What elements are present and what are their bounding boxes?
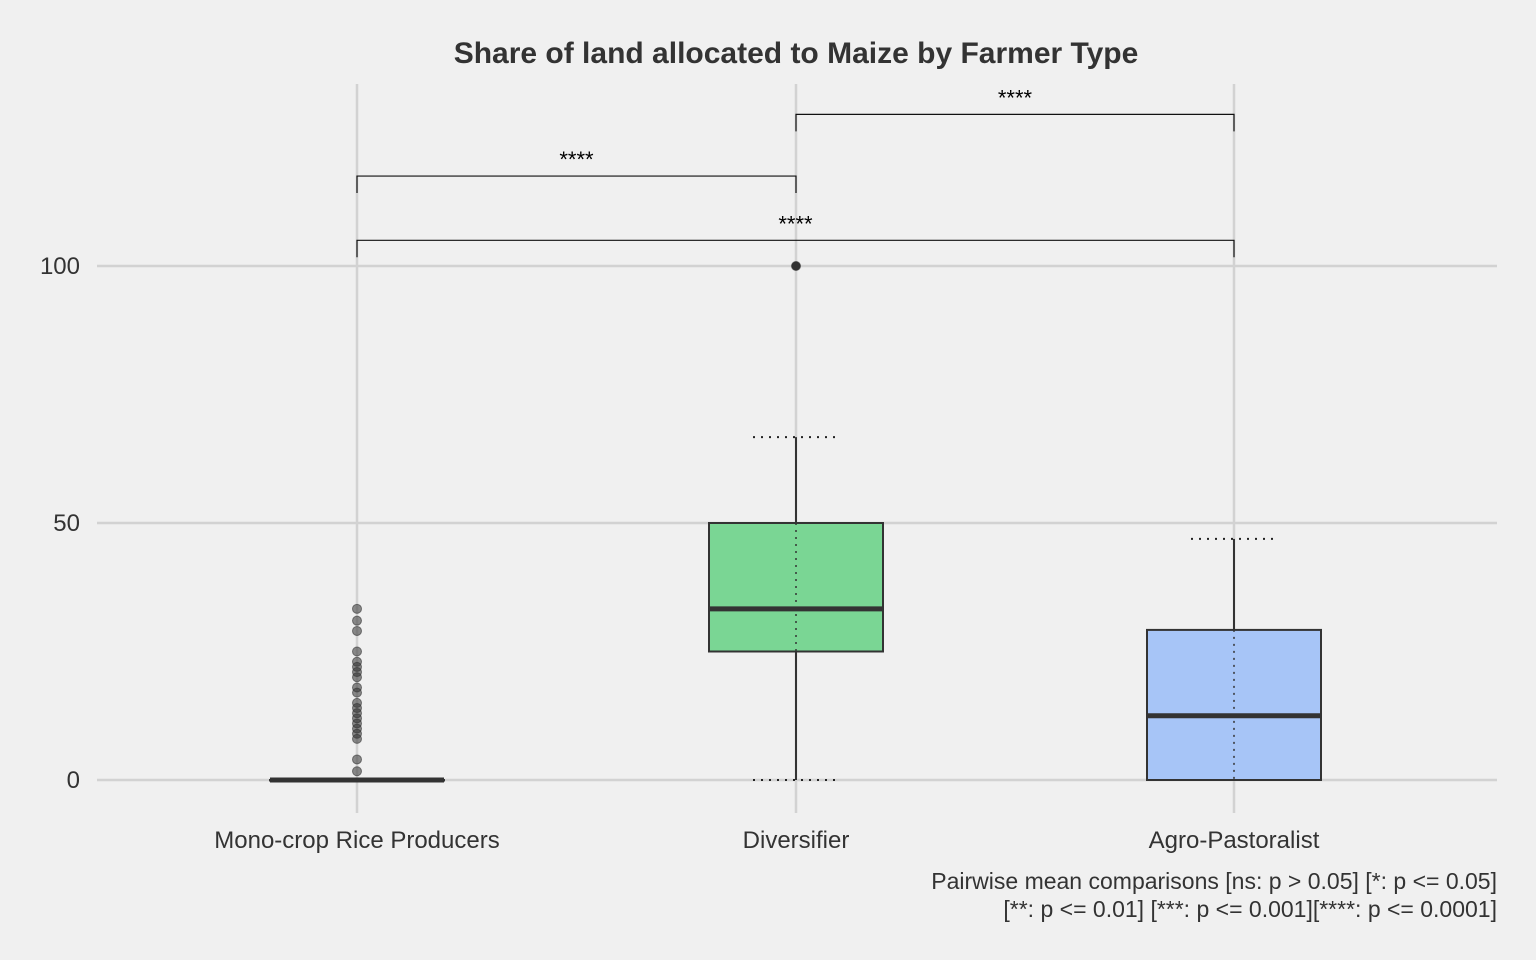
bracket-0: ****	[356, 147, 797, 194]
x-tick-label-2: Agro-Pastoralist	[1149, 827, 1320, 854]
bracket-line-0	[356, 175, 797, 194]
outlier-point	[352, 603, 362, 614]
outlier-point	[352, 625, 362, 636]
y-axis-ticks: 0 50 100	[40, 253, 80, 794]
significance-label-1: ****	[998, 85, 1033, 110]
y-tick-label-100: 100	[40, 253, 80, 280]
outlier-point	[352, 646, 362, 657]
caption-line-2: [**: p <= 0.01] [***: p <= 0.001][****: …	[1003, 896, 1497, 922]
caption-line-1: Pairwise mean comparisons [ns: p > 0.05]…	[931, 868, 1497, 894]
box-1	[708, 261, 884, 781]
outlier-point	[352, 754, 362, 765]
outlier-point	[352, 656, 362, 667]
outlier-point	[352, 682, 362, 693]
outlier-point	[352, 766, 362, 777]
outlier-point	[352, 697, 362, 708]
bracket-line-2	[356, 239, 1235, 258]
x-axis-ticks: Mono-crop Rice Producers Diversifier Agro-…	[214, 827, 1319, 854]
chart-title: Share of land allocated to Maize by Farm…	[454, 37, 1139, 70]
box-2	[1146, 537, 1322, 781]
bracket-2: ****	[356, 211, 1235, 258]
x-tick-label-1: Diversifier	[743, 827, 850, 854]
y-tick-label-0: 0	[67, 767, 80, 794]
significance-label-2: ****	[778, 211, 813, 236]
significance-label-0: ****	[559, 147, 594, 172]
box-0	[269, 603, 445, 783]
outlier-point	[791, 261, 801, 271]
bracket-1: ****	[795, 85, 1235, 132]
bracket-line-1	[795, 113, 1235, 132]
outlier-point	[352, 615, 362, 626]
y-tick-label-50: 50	[53, 510, 80, 537]
x-tick-label-0: Mono-crop Rice Producers	[214, 827, 499, 854]
significance-brackets: **** **** ****	[356, 85, 1235, 258]
box-series	[269, 261, 1322, 783]
box-body-2	[1146, 628, 1322, 781]
